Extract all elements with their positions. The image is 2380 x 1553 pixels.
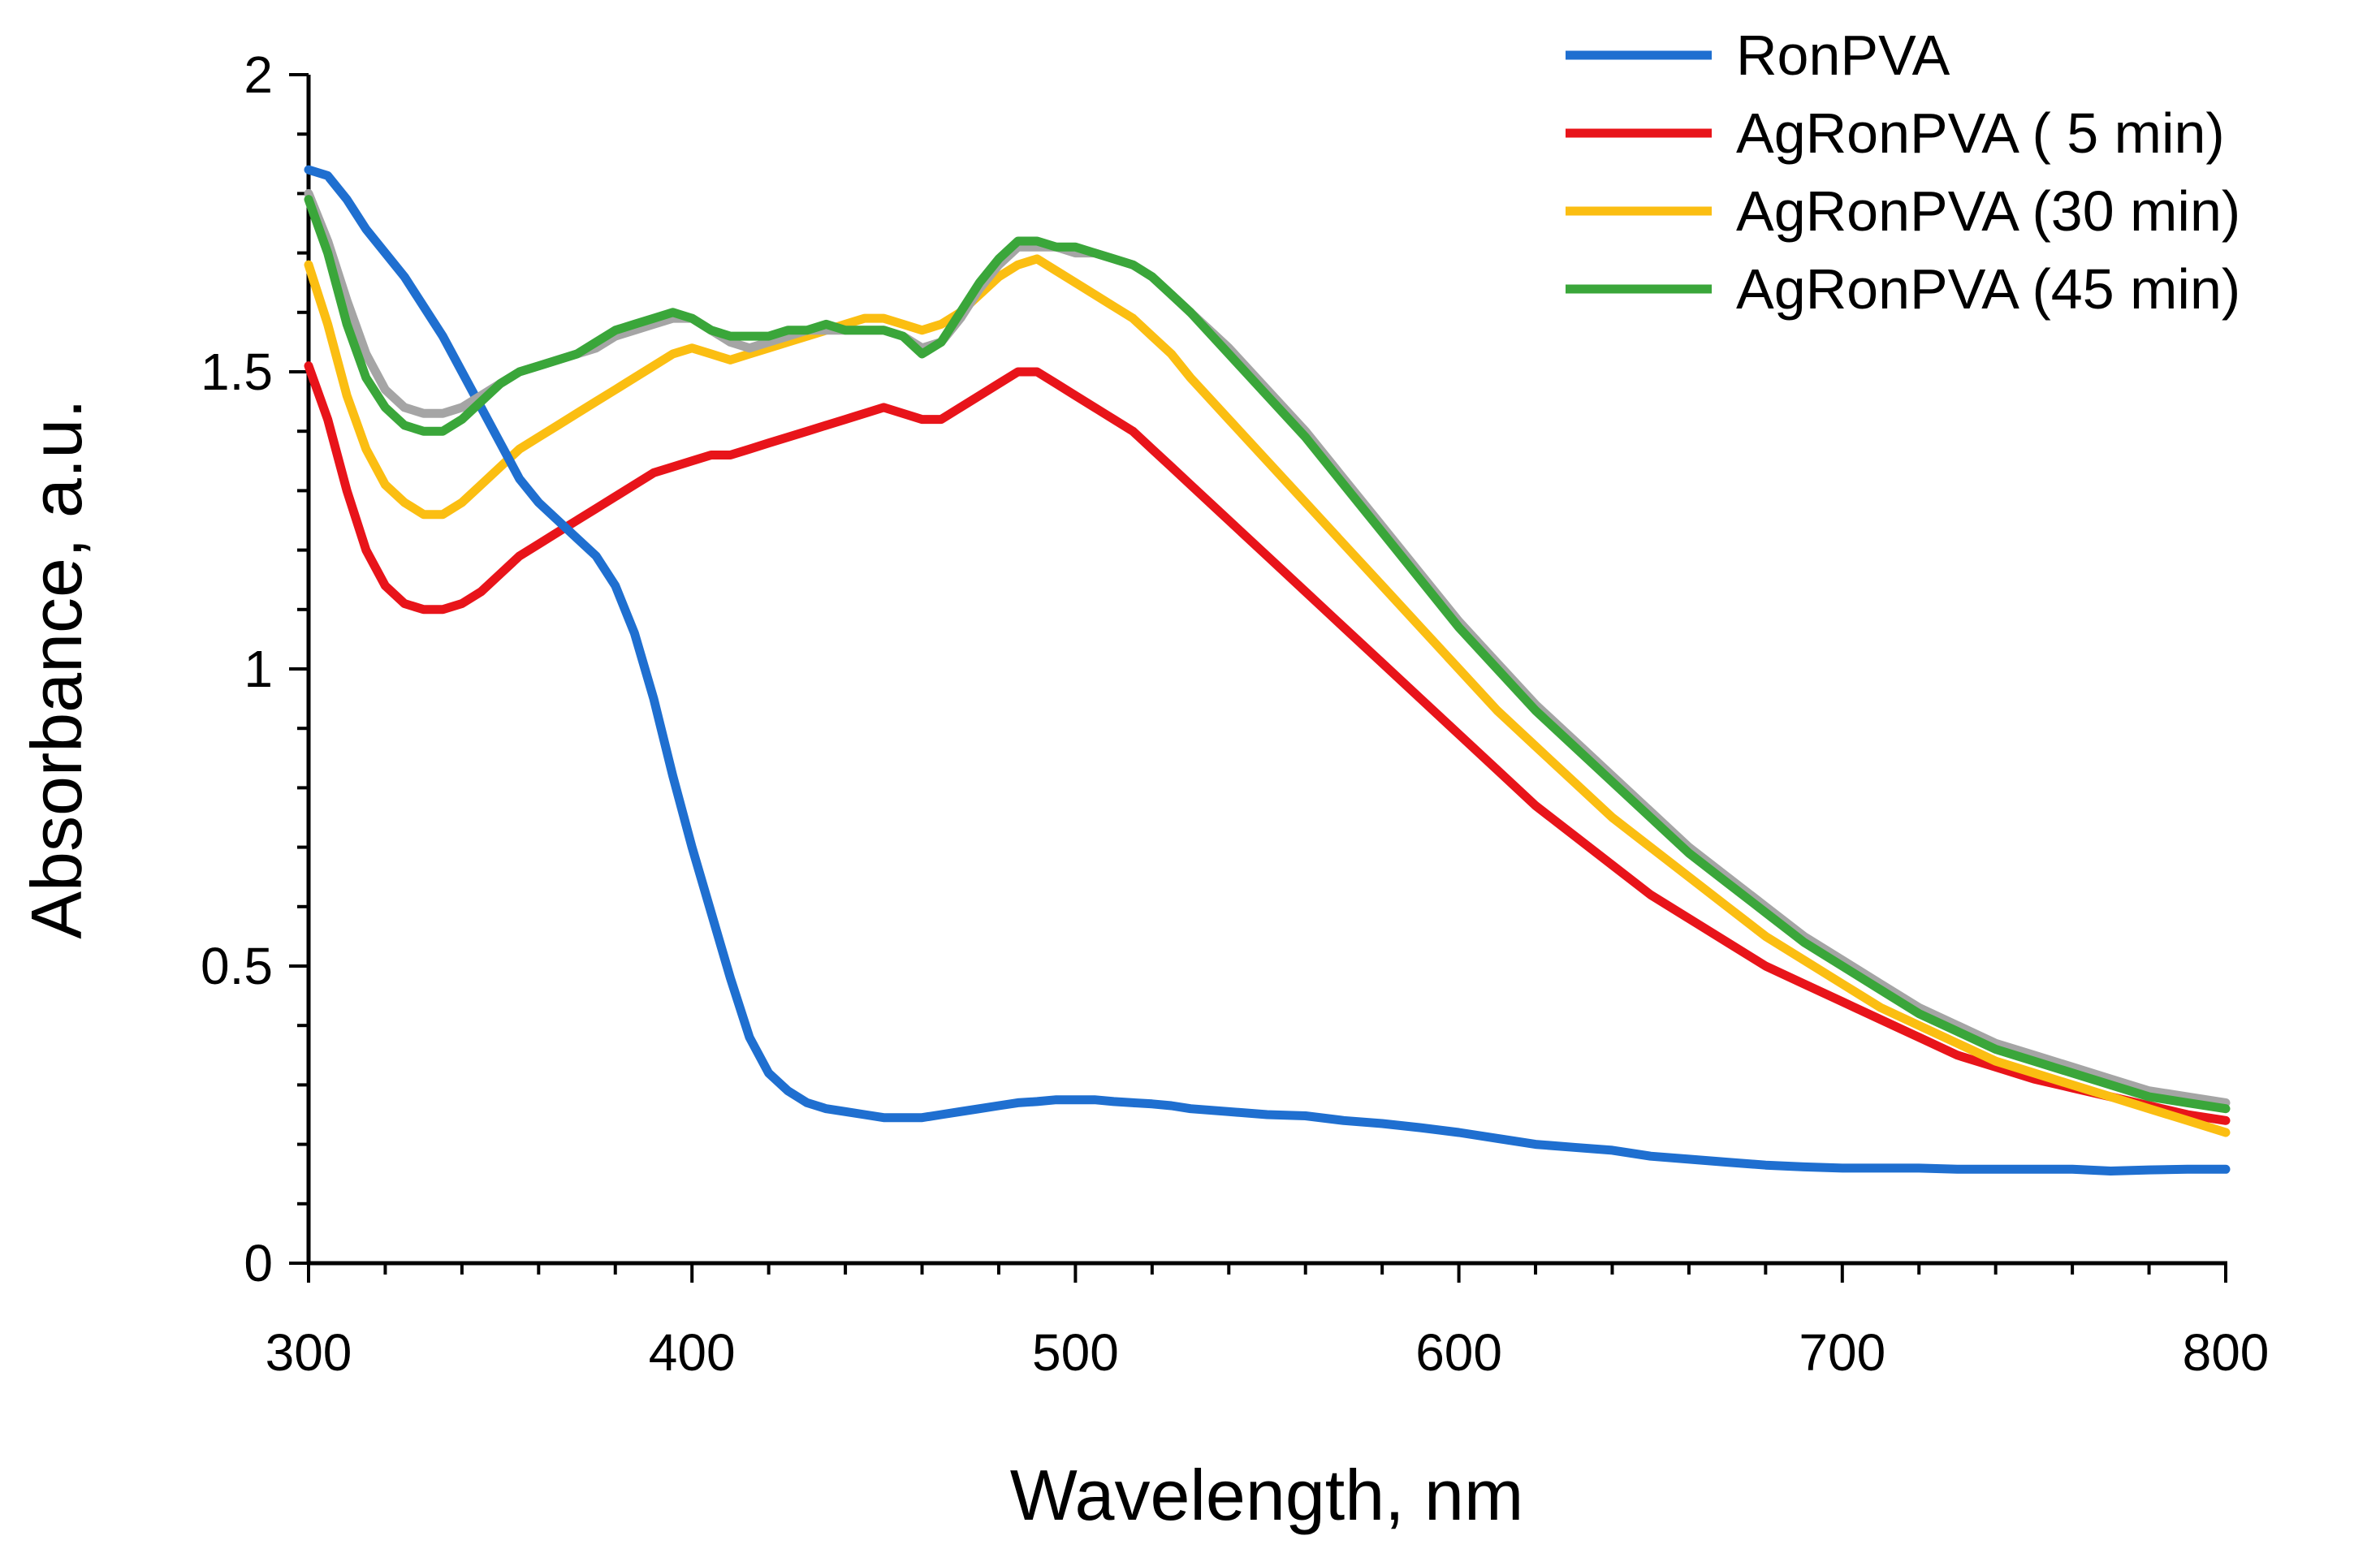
y-ticks: 0 0.5 1 1.5 2 [201,45,309,1292]
legend-label: AgRonPVA ( 5 min) [1736,101,2225,165]
legend-label: AgRonPVA (30 min) [1736,179,2240,243]
x-ticks: 300 400 500 600 700 800 [266,1263,2270,1382]
series-line-agronpva-5-min [304,361,2231,1125]
x-tick-label: 600 [1415,1323,1502,1382]
series-group [304,165,2231,1176]
y-tick-label: 0.5 [201,937,273,995]
x-tick-label: 700 [1799,1323,1885,1382]
axes: 0 0.5 1 1.5 2 300 400 500 600 700 800 [201,45,2269,1382]
series-line-ronpva [304,165,2231,1176]
y-tick-label: 2 [244,45,273,104]
x-tick-label: 300 [266,1323,352,1382]
y-tick-label: 1 [244,640,273,698]
series-line-agronpva-60-min [304,188,2231,1107]
x-tick-label: 800 [2183,1323,2270,1382]
y-tick-label: 0 [244,1234,273,1292]
series-line-agronpva-30-min [304,254,2231,1137]
legend-label: AgRonPVA (45 min) [1736,257,2240,321]
y-axis-title: Absorbance, a.u. [16,399,97,938]
x-tick-label: 500 [1032,1323,1119,1382]
series-line-agronpva-45-min [304,195,2231,1114]
legend: RonPVA AgRonPVA ( 5 min) AgRonPVA (30 min)… [1566,24,2240,321]
legend-label: RonPVA [1736,24,1950,87]
x-axis-title: Wavelength, nm [1010,1455,1524,1535]
x-tick-label: 400 [649,1323,736,1382]
y-tick-label: 1.5 [201,343,273,401]
